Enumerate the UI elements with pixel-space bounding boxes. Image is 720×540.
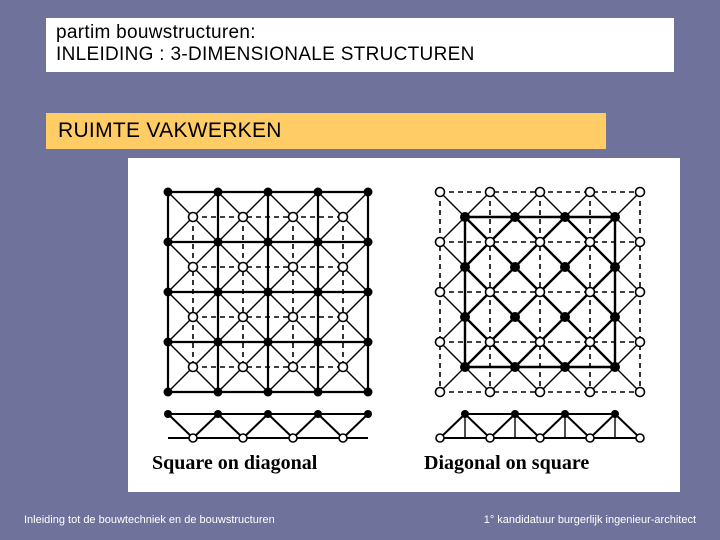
diagram-left: Square on diagonal <box>148 182 388 475</box>
caption-left: Square on diagonal <box>148 452 388 475</box>
footer-left: Inleiding tot de bouwtechniek en de bouw… <box>24 514 275 526</box>
slide-subheading: RUIMTE VAKWERKEN <box>46 113 606 149</box>
content-panel: Square on diagonal <box>128 158 680 492</box>
title-line-1: partim bouwstructuren: <box>56 22 664 44</box>
footer-right: 1° kandidatuur burgerlijk ingenieur-arch… <box>484 514 696 526</box>
diagram-row: Square on diagonal <box>148 182 660 475</box>
diagonal-on-square-svg <box>420 182 660 444</box>
diagram-right: Diagonal on square <box>420 182 660 475</box>
square-on-diagonal-svg <box>148 182 388 444</box>
slide-title: partim bouwstructuren: INLEIDING : 3-DIM… <box>46 18 674 72</box>
title-line-2: INLEIDING : 3-DIMENSIONALE STRUCTUREN <box>56 44 664 66</box>
caption-right: Diagonal on square <box>420 452 660 475</box>
